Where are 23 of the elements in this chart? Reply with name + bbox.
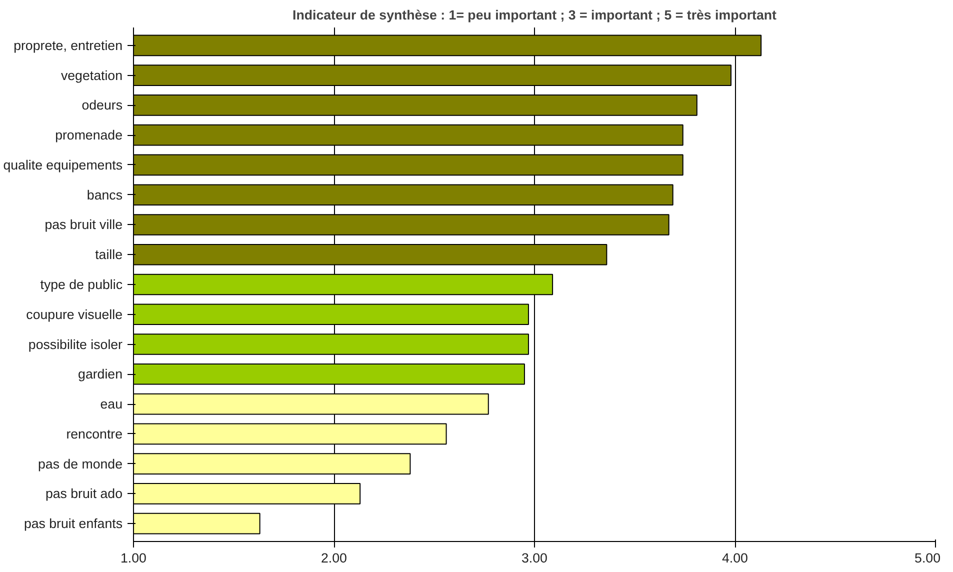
y-tick-label: possibilite isoler: [28, 336, 124, 352]
y-tick-label: pas de monde: [38, 456, 123, 472]
x-tick-label: 1.00: [120, 550, 146, 566]
y-tick-label: taille: [95, 247, 123, 262]
y-tick-label: pas bruit enfants: [24, 516, 123, 532]
y-tick-label: odeurs: [82, 98, 123, 113]
x-tick-label: 5.00: [914, 550, 941, 566]
x-tick-label: 3.00: [522, 550, 548, 566]
y-tick-label: rencontre: [66, 426, 123, 442]
y-tick-label: type de public: [40, 277, 123, 292]
y-tick-label: qualite equipements: [3, 157, 123, 172]
y-tick-label: coupure visuelle: [26, 306, 123, 322]
y-tick-label: bancs: [86, 187, 123, 202]
y-tick-label: pas bruit ville: [44, 217, 123, 232]
y-tick-label: pas bruit ado: [45, 486, 123, 502]
y-tick-label: eau: [100, 396, 123, 412]
y-tick-label: proprete, entretien: [14, 38, 123, 53]
y-tick-label: gardien: [78, 366, 123, 382]
y-tick-label: vegetation: [60, 68, 123, 83]
x-tick-label: 2.00: [321, 550, 347, 566]
x-tick-label: 4.00: [722, 550, 748, 566]
chart-title: Indicateur de synthèse : 1= peu important ; 3 = important ; 5 = très important: [292, 8, 778, 22]
y-tick-label: promenade: [55, 128, 123, 143]
